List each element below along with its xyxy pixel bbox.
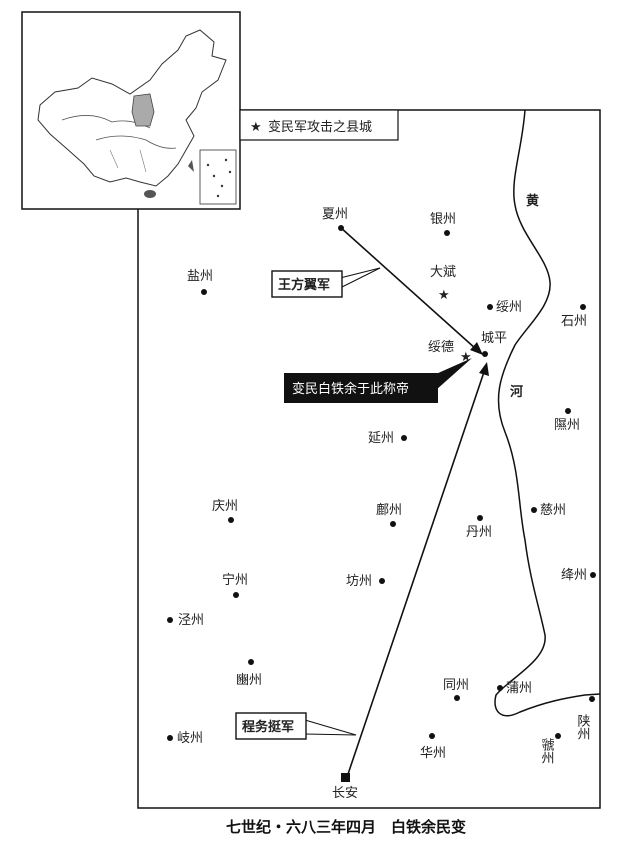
city-label-yanzhou: 盐州 <box>187 269 213 284</box>
city-dot-huazhou <box>429 733 435 739</box>
city-dot-puzhou <box>497 685 503 691</box>
route-cheng <box>345 362 489 781</box>
city-label-puzhou: 蒲州 <box>506 681 532 696</box>
city-dot-danzhou <box>477 515 483 521</box>
city-dot-binzhou <box>248 659 254 665</box>
star-icon-dabin: ★ <box>438 288 450 303</box>
city-dot-xiazhou <box>338 225 344 231</box>
city-label-xiazhou: 夏州 <box>322 207 348 222</box>
cheng-label-pointer-2 <box>304 733 357 736</box>
inset-china-outline <box>37 29 237 205</box>
legend-box <box>239 109 399 141</box>
city-dot-guozhou <box>555 733 561 739</box>
main-map-frame <box>137 109 601 809</box>
yellow-river <box>494 109 601 717</box>
city-label-fuzhou: 鄜州 <box>376 502 402 518</box>
cheng-army-label: 程务挺军 <box>242 719 294 735</box>
city-dots <box>167 225 596 741</box>
city-label-chengping: 城平 <box>481 331 507 346</box>
city-label-jingzhou: 泾州 <box>178 613 204 628</box>
city-dot-shanzhou <box>589 696 595 702</box>
city-label-dabin: 大斌 <box>430 265 456 280</box>
city-dot-fangzhou <box>379 578 385 584</box>
legend-text: 变民军攻击之县城 <box>268 119 372 135</box>
cheng-label-pointer-1 <box>304 719 357 736</box>
city-dot-yinzhou <box>444 230 450 236</box>
star-icon-suide: ★ <box>460 350 472 365</box>
city-label-changan: 长安 <box>332 786 358 801</box>
capital-square-icon <box>341 773 350 782</box>
route-wang <box>339 226 483 355</box>
city-dot-fuzhou <box>390 521 396 527</box>
wang-army-label: 王方翼军 <box>278 277 330 293</box>
city-label-ningzhou: 宁州 <box>222 572 248 588</box>
city-dot-shizhou <box>580 304 586 310</box>
city-label-xizhou: 隰州 <box>554 418 580 433</box>
event-label: 变民白铁余于此称帝 <box>292 381 409 397</box>
wang-label-pointer-1 <box>339 267 381 279</box>
event-label-box <box>284 373 438 403</box>
wang-army-box <box>271 270 343 298</box>
city-label-yanzhou2: 延州 <box>368 431 394 446</box>
city-label-danzhou: 丹州 <box>466 525 492 540</box>
city-dot-ningzhou <box>233 592 239 598</box>
city-label-fangzhou: 坊州 <box>346 574 372 589</box>
city-dot-jingzhou <box>167 617 173 623</box>
city-dot-qingzhou <box>228 517 234 523</box>
city-dot-jiangzhou <box>590 572 596 578</box>
city-label-suide: 绥德 <box>428 340 454 355</box>
city-label-shizhou: 石州 <box>561 314 587 329</box>
river-char-2: 河 <box>510 384 523 400</box>
city-label-guozhou: 虢州 <box>539 738 555 764</box>
city-dot-chengping <box>482 351 488 357</box>
city-dot-yanzhou <box>201 289 207 295</box>
city-label-huazhou: 华州 <box>420 746 446 761</box>
city-label-jiangzhou: 绛州 <box>561 568 587 583</box>
city-label-suizhou: 绥州 <box>496 300 522 315</box>
city-label-tongzhou: 同州 <box>443 678 469 693</box>
city-label-cizhou: 慈州 <box>540 503 566 518</box>
legend-star-icon: ★ <box>250 120 262 135</box>
wang-label-pointer-2 <box>339 267 381 289</box>
city-dot-xizhou <box>565 408 571 414</box>
city-label-qizhou: 岐州 <box>177 731 203 746</box>
city-dot-suizhou <box>487 304 493 310</box>
city-label-shanzhou: 陕州 <box>575 714 591 740</box>
map-caption: 七世纪・六八三年四月 白铁余民变 <box>226 818 466 836</box>
river-char-1: 黄 <box>526 193 539 209</box>
city-label-yinzhou: 银州 <box>430 212 456 227</box>
city-label-qingzhou: 庆州 <box>212 499 238 514</box>
event-label-pointer <box>436 358 472 390</box>
city-dot-qizhou <box>167 735 173 741</box>
cheng-army-box <box>235 712 307 740</box>
city-dot-yanzhou2 <box>401 435 407 441</box>
inset-highlight-region <box>131 93 155 127</box>
city-dot-cizhou <box>531 507 537 513</box>
city-label-binzhou: 豳州 <box>236 673 262 688</box>
city-dot-tongzhou <box>454 695 460 701</box>
